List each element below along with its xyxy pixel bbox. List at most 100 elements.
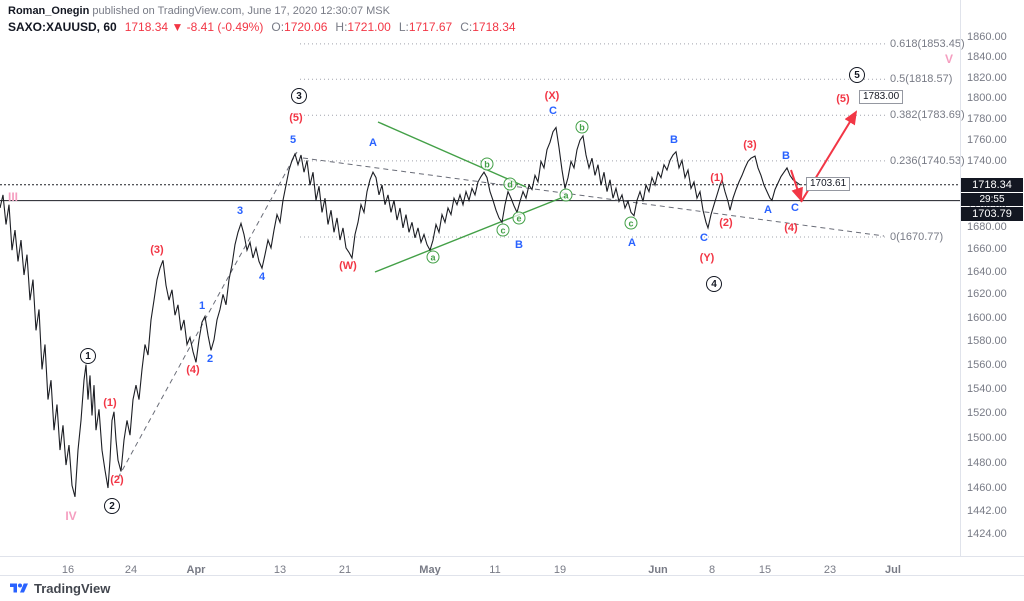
wave-label-blue: A xyxy=(369,137,377,149)
horizontal-line-axis-label: 1703.79 xyxy=(961,207,1023,221)
price-axis[interactable] xyxy=(961,0,1024,556)
wave-label-red: (4) xyxy=(784,222,798,234)
price-axis-label: 1500.00 xyxy=(967,431,1007,444)
wave-label-blue: B xyxy=(782,150,790,162)
ohlc-low-key: L: xyxy=(398,20,409,34)
wave-label-red: (Y) xyxy=(699,252,715,264)
legend-change: ▼ -8.41 (-0.49%) xyxy=(171,20,264,34)
price-axis-label: 1740.00 xyxy=(967,155,1007,168)
wave-circle-number: 5 xyxy=(849,67,865,83)
wave-label-red: (5) xyxy=(836,93,850,105)
last-price-axis-label: 1718.34 xyxy=(961,178,1023,192)
time-axis-label: 24 xyxy=(124,564,138,576)
wave-label-blue: A xyxy=(628,237,636,249)
ohlc-high-value: 1721.00 xyxy=(347,20,391,34)
price-tag: 1783.00 xyxy=(859,90,904,104)
author-name[interactable]: Roman_Onegin xyxy=(8,5,90,17)
footer-bar: TradingView xyxy=(0,576,1024,601)
ohlc-close-key: C: xyxy=(460,20,473,34)
price-axis-label: 1424.00 xyxy=(967,528,1007,541)
ohlc-low-value: 1717.67 xyxy=(408,20,453,34)
time-axis-label: 11 xyxy=(489,564,501,576)
wave-label-blue: 1 xyxy=(198,300,206,312)
dashed-trendline[interactable] xyxy=(302,157,885,237)
publish-meta: published on TradingView.com, June 17, 2… xyxy=(89,5,390,17)
time-axis-label: 23 xyxy=(823,564,837,576)
wave-circle-number: 3 xyxy=(291,88,307,104)
wave-circle-letter: b xyxy=(480,157,494,171)
price-axis-label: 1442.00 xyxy=(967,505,1007,518)
price-axis-label: 1640.00 xyxy=(967,265,1007,278)
price-axis-label: 1860.00 xyxy=(967,31,1007,44)
time-axis-label: 16 xyxy=(61,564,75,576)
symbol-legend: SAXO:XAUUSD, 60 1718.34 ▼ -8.41 (-0.49%) O… xyxy=(8,20,516,34)
fib-label: 0.382(1783.69) xyxy=(890,109,965,122)
tradingview-brand[interactable]: TradingView xyxy=(34,581,111,596)
wave-label-blue: 5 xyxy=(289,134,297,146)
price-axis-label: 1580.00 xyxy=(967,334,1007,347)
price-axis-label: 1760.00 xyxy=(967,134,1007,147)
wave-label-blue: 3 xyxy=(236,205,244,217)
time-axis[interactable] xyxy=(0,557,1024,575)
fib-label: 0.236(1740.53) xyxy=(890,154,965,167)
time-axis-label: 19 xyxy=(553,564,567,576)
symbol-title[interactable]: SAXO:XAUUSD, 60 xyxy=(8,20,117,34)
wave-label-blue: 4 xyxy=(258,271,266,283)
wave-circle-letter: a xyxy=(426,250,440,264)
time-axis-separator xyxy=(0,556,1024,557)
fib-label: 0.618(1853.45) xyxy=(890,37,965,50)
publish-info: Roman_Onegin published on TradingView.co… xyxy=(8,5,390,17)
wave-circle-letter: b xyxy=(575,120,589,134)
wave-label-red: (2) xyxy=(719,217,733,229)
wave-circle-letter: a xyxy=(559,188,573,202)
time-axis-label: 8 xyxy=(708,564,716,576)
time-axis-label: 15 xyxy=(758,564,772,576)
wave-label-red: (3) xyxy=(743,139,757,151)
wave-label-blue: C xyxy=(700,232,708,244)
price-axis-label: 1660.00 xyxy=(967,243,1007,256)
price-axis-label: 1520.00 xyxy=(967,407,1007,419)
wave-label-red: (X) xyxy=(544,90,560,102)
time-axis-label: May xyxy=(419,564,441,576)
wave-circle-letter: c xyxy=(624,216,638,230)
ohlc-open-value: 1720.06 xyxy=(284,20,328,34)
fib-label: 0.5(1818.57) xyxy=(890,73,953,86)
triangle-trendline[interactable] xyxy=(377,121,527,188)
ohlc-open-key: O: xyxy=(271,20,285,34)
price-axis-label: 1560.00 xyxy=(967,358,1007,371)
wave-circle-number: 1 xyxy=(80,348,96,364)
wave-label-blue: B xyxy=(670,134,678,146)
bar-countdown: 29:55 xyxy=(961,193,1023,206)
projection-arrow[interactable] xyxy=(790,169,803,202)
wave-circle-letter: e xyxy=(512,211,526,225)
time-axis-label: Jul xyxy=(885,564,901,576)
price-axis-label: 1840.00 xyxy=(967,51,1007,64)
ohlc-close-value: 1718.34 xyxy=(472,20,516,34)
wave-label-red: (2) xyxy=(110,474,124,486)
tradingview-logo-icon[interactable] xyxy=(10,581,28,596)
price-axis-label: 1620.00 xyxy=(967,288,1007,301)
price-axis-separator xyxy=(960,0,961,557)
price-axis-label: 1680.00 xyxy=(967,220,1007,233)
wave-circle-letter: c xyxy=(496,223,510,237)
wave-degree-label: IV xyxy=(65,509,77,523)
ohlc-high-key: H: xyxy=(335,20,348,34)
price-axis-label: 1800.00 xyxy=(967,92,1007,105)
wave-circle-number: 2 xyxy=(104,498,120,514)
wave-label-red: (W) xyxy=(339,260,357,272)
wave-label-blue: B xyxy=(515,239,523,251)
wave-circle-letter: d xyxy=(503,177,517,191)
footer-separator xyxy=(0,575,1024,576)
wave-label-blue: C xyxy=(549,105,557,117)
wave-label-blue: C xyxy=(791,202,799,214)
wave-degree-label: III xyxy=(7,190,19,204)
price-axis-label: 1460.00 xyxy=(967,481,1007,494)
time-axis-label: 13 xyxy=(273,564,287,576)
triangle-trendline[interactable] xyxy=(374,195,567,273)
wave-circle-number: 4 xyxy=(706,276,722,292)
price-axis-label: 1480.00 xyxy=(967,456,1007,469)
dashed-trendline[interactable] xyxy=(117,151,298,479)
legend-last-price: 1718.34 xyxy=(124,20,169,34)
